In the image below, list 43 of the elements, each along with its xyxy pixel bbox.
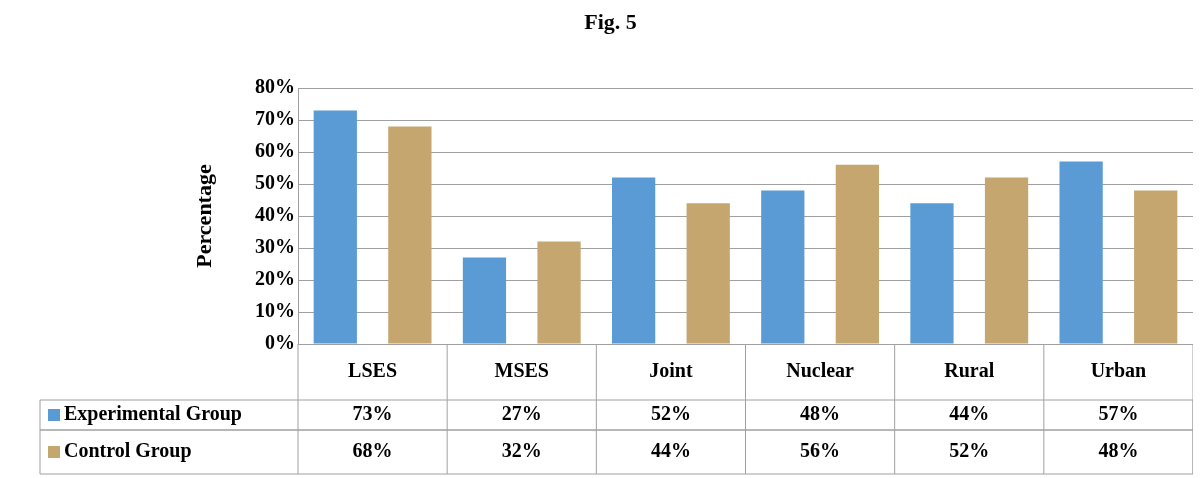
x-tick-label: MSES (494, 359, 549, 382)
bar (761, 190, 805, 344)
bar (1059, 161, 1103, 344)
x-tick-label: LSES (348, 359, 398, 382)
y-tick-label: 80% (255, 75, 295, 98)
y-tick-label: 0% (265, 331, 295, 354)
chart-title: Fig. 5 (584, 8, 637, 34)
bar (537, 241, 581, 344)
y-tick-label: 70% (255, 107, 295, 130)
data-label: 68% (352, 439, 393, 462)
bar (313, 110, 357, 344)
bar (686, 203, 730, 344)
bar (612, 177, 656, 344)
x-tick-label: Urban (1090, 359, 1147, 382)
data-label: 73% (352, 402, 393, 425)
data-label: 27% (501, 402, 542, 425)
legend-label: Control Group (64, 439, 192, 463)
data-label: 44% (949, 402, 990, 425)
bar (984, 177, 1029, 344)
y-tick-label: 50% (255, 171, 295, 194)
y-axis-title: Percentage (190, 164, 216, 268)
bar (1134, 190, 1178, 344)
data-label: 48% (1098, 439, 1139, 462)
legend-label: Experimental Group (64, 402, 242, 426)
data-label: 57% (1098, 402, 1139, 425)
bar (910, 203, 954, 344)
y-tick-label: 10% (255, 299, 295, 322)
data-label: 56% (800, 439, 841, 462)
bar (462, 257, 507, 344)
bar (388, 126, 432, 344)
x-tick-label: Nuclear (786, 359, 855, 382)
y-tick-label: 30% (255, 235, 295, 258)
y-tick-label: 60% (255, 139, 295, 162)
data-label: 48% (800, 402, 841, 425)
data-label: 52% (949, 439, 990, 462)
y-tick-label: 20% (255, 267, 295, 290)
data-label: 52% (650, 402, 691, 425)
data-label: 44% (650, 439, 691, 462)
x-tick-label: Joint (649, 359, 693, 382)
bar (835, 164, 879, 344)
x-tick-label: Rural (944, 359, 995, 382)
y-tick-label: 40% (255, 203, 295, 226)
data-label: 32% (501, 439, 542, 462)
